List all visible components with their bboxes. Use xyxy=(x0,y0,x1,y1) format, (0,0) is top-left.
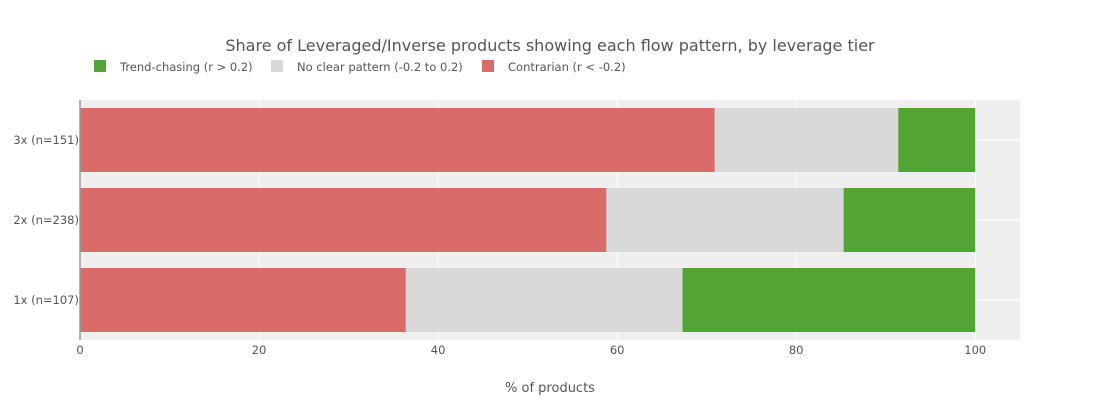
x-tick-label: 60 xyxy=(610,343,625,357)
bar-no-clear-pattern-0-2-to-0-2-3x-n-151[interactable] xyxy=(714,108,899,172)
legend-label-trend-chasing: Trend-chasing (r > 0.2) xyxy=(119,60,253,74)
x-tick-labels: 0 20 40 60 80 100 xyxy=(76,343,986,357)
bar-trend-chasing-r-0-2-3x-n-151[interactable] xyxy=(898,108,976,172)
legend-item-no-clear-pattern[interactable]: No clear pattern (-0.2 to 0.2) xyxy=(271,60,463,74)
legend-swatch-no-clear-pattern xyxy=(271,60,283,72)
legend-swatch-contrarian xyxy=(482,60,494,72)
bar-contrarian-r-0-2-1x-n-107[interactable] xyxy=(80,268,406,332)
bar-trend-chasing-r-0-2-1x-n-107[interactable] xyxy=(682,268,976,332)
bar-contrarian-r-0-2-2x-n-238[interactable] xyxy=(80,188,607,252)
legend-label-no-clear-pattern: No clear pattern (-0.2 to 0.2) xyxy=(297,60,463,74)
legend: Trend-chasing (r > 0.2) No clear pattern… xyxy=(94,60,626,74)
y-tick-label: 3x (n=151) xyxy=(13,133,79,147)
x-axis-title: % of products xyxy=(505,381,595,396)
legend-item-contrarian[interactable]: Contrarian (r < -0.2) xyxy=(482,60,626,74)
x-tick-label: 0 xyxy=(76,343,83,357)
y-tick-labels: 3x (n=151) 2x (n=238) 1x (n=107) xyxy=(13,133,79,307)
y-tick-label: 1x (n=107) xyxy=(13,293,79,307)
bar-no-clear-pattern-0-2-to-0-2-2x-n-238[interactable] xyxy=(606,188,844,252)
legend-label-contrarian: Contrarian (r < -0.2) xyxy=(508,60,626,74)
legend-item-trend-chasing[interactable]: Trend-chasing (r > 0.2) xyxy=(94,60,253,74)
x-tick-label: 40 xyxy=(431,343,446,357)
bar-trend-chasing-r-0-2-2x-n-238[interactable] xyxy=(843,188,976,252)
x-tick-label: 100 xyxy=(964,343,986,357)
y-tick-label: 2x (n=238) xyxy=(13,213,79,227)
bar-no-clear-pattern-0-2-to-0-2-1x-n-107[interactable] xyxy=(405,268,683,332)
chart-title: Share of Leveraged/Inverse products show… xyxy=(225,36,875,55)
legend-swatch-trend-chasing xyxy=(94,60,106,72)
x-tick-label: 20 xyxy=(252,343,267,357)
bar-contrarian-r-0-2-3x-n-151[interactable] xyxy=(80,108,715,172)
x-tick-label: 80 xyxy=(789,343,804,357)
bars xyxy=(80,108,976,332)
